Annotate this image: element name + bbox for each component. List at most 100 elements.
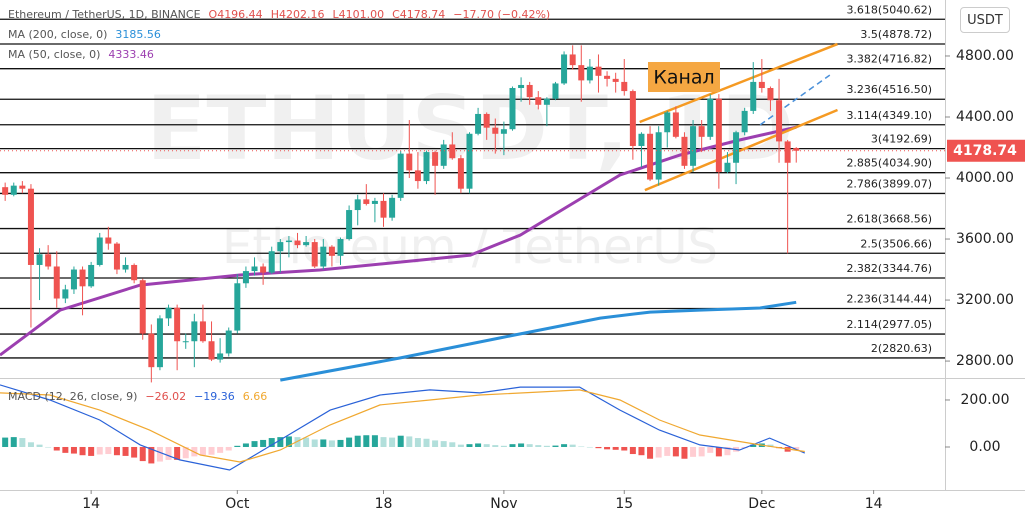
- candle-body: [715, 98, 722, 172]
- y-tick-label: 4800.00: [956, 48, 1014, 64]
- macd-histogram-bar: [70, 446, 77, 454]
- candle-body: [698, 126, 705, 137]
- candle-body: [27, 188, 34, 265]
- macd-histogram-bar: [337, 439, 344, 447]
- candle-body: [113, 243, 120, 270]
- macd-histogram-bar: [62, 446, 69, 453]
- candle-body: [638, 133, 645, 146]
- x-tick-label: 14: [82, 496, 100, 512]
- candle-body: [793, 148, 800, 151]
- macd-histogram-bar: [363, 435, 370, 447]
- y-tick-label: 200.00: [961, 392, 1010, 408]
- macd-histogram-bar: [36, 444, 43, 447]
- y-tick-label: 3200.00: [956, 292, 1014, 308]
- hist-value: 6.66: [242, 390, 268, 403]
- candle-body: [440, 144, 447, 166]
- fib-label: 3(4192.69): [871, 133, 932, 146]
- candle-body: [380, 200, 387, 218]
- candle-body: [758, 81, 765, 89]
- price-label: 4178.74: [953, 143, 1017, 159]
- candle-body: [79, 269, 86, 287]
- macd-histogram-bar: [647, 446, 654, 459]
- macd-histogram-bar: [242, 443, 249, 447]
- candle-body: [423, 152, 430, 182]
- macd-histogram-bar: [122, 446, 129, 456]
- candle-body: [724, 162, 731, 172]
- macd-histogram-bar: [148, 446, 155, 464]
- macd-histogram-bar: [698, 446, 705, 457]
- macd-histogram-bar: [466, 444, 473, 447]
- candle-body: [182, 341, 189, 343]
- candle-body: [10, 185, 17, 195]
- candle-body: [586, 66, 593, 81]
- candle-body: [165, 307, 172, 319]
- candle-body: [509, 88, 516, 130]
- macd-histogram-bar: [165, 446, 172, 460]
- candle-body: [268, 251, 275, 273]
- macd-value: −26.02: [145, 390, 187, 403]
- macd-histogram-bar: [139, 446, 146, 462]
- candle-body: [733, 132, 740, 163]
- fib-label: 2(2820.63): [871, 342, 932, 355]
- macd-histogram-bar: [578, 446, 585, 448]
- macd-histogram-bar: [569, 444, 576, 447]
- header-value: L4101.00: [332, 8, 385, 21]
- macd-histogram-bar: [526, 444, 533, 447]
- candle-body: [595, 66, 602, 76]
- macd-histogram-bar: [432, 440, 439, 447]
- x-tick-label: Oct: [225, 496, 250, 512]
- fib-label: 3.236(4516.50): [846, 83, 932, 96]
- macd-histogram-bar: [277, 437, 284, 447]
- macd-histogram-bar: [483, 444, 490, 447]
- y-tick-label: 4000.00: [956, 170, 1014, 186]
- candle-body: [389, 197, 396, 218]
- candle-body: [518, 84, 525, 89]
- candle-body: [741, 110, 748, 133]
- macd-histogram-bar: [638, 446, 645, 456]
- candle-body: [148, 333, 155, 368]
- candle-body: [303, 242, 310, 246]
- candle-body: [664, 112, 671, 133]
- candle-body: [234, 283, 241, 331]
- macd-histogram-bar: [423, 438, 430, 447]
- candle-body: [475, 113, 482, 134]
- fib-label: 2.382(3344.76): [846, 262, 932, 275]
- candle-body: [647, 133, 654, 180]
- candle-body: [483, 113, 490, 128]
- candle-body: [208, 341, 215, 360]
- candle-body: [53, 266, 60, 299]
- legend-name: MA (50, close, 0): [8, 48, 101, 61]
- candle-body: [629, 91, 636, 146]
- x-tick-label: 15: [615, 496, 633, 512]
- macd-histogram-bar: [621, 446, 628, 451]
- candle-body: [363, 199, 370, 204]
- header-value: O4196.44: [208, 8, 263, 21]
- macd-histogram-bar: [750, 444, 757, 447]
- macd-histogram-bar: [475, 443, 482, 447]
- macd-histogram-bar: [672, 446, 679, 457]
- macd-histogram-bar: [681, 446, 688, 459]
- macd-histogram-bar: [328, 440, 335, 447]
- channel-line: [644, 108, 838, 192]
- candle-body: [277, 242, 284, 252]
- candle-body: [449, 144, 456, 159]
- fib-label: 2.885(4034.90): [846, 157, 932, 170]
- fib-label: 2.786(3899.07): [846, 177, 932, 190]
- x-tick-label: 14: [865, 496, 883, 512]
- candle-body: [2, 187, 9, 195]
- y-tick-label: 4400.00: [956, 109, 1014, 125]
- macd-histogram-bar: [45, 446, 52, 448]
- annotation-box: [648, 62, 720, 92]
- macd-histogram-bar: [612, 446, 619, 450]
- candle-body: [96, 237, 103, 265]
- candle-body: [285, 240, 292, 243]
- macd-histogram-bar: [346, 437, 353, 447]
- x-tick-label: 18: [375, 496, 393, 512]
- macd-histogram-bar: [767, 444, 774, 447]
- candle-body: [569, 54, 576, 66]
- candle-body: [776, 100, 783, 142]
- candle-body: [105, 237, 112, 244]
- candle-body: [139, 280, 146, 334]
- currency-button[interactable]: USDT: [960, 7, 1010, 33]
